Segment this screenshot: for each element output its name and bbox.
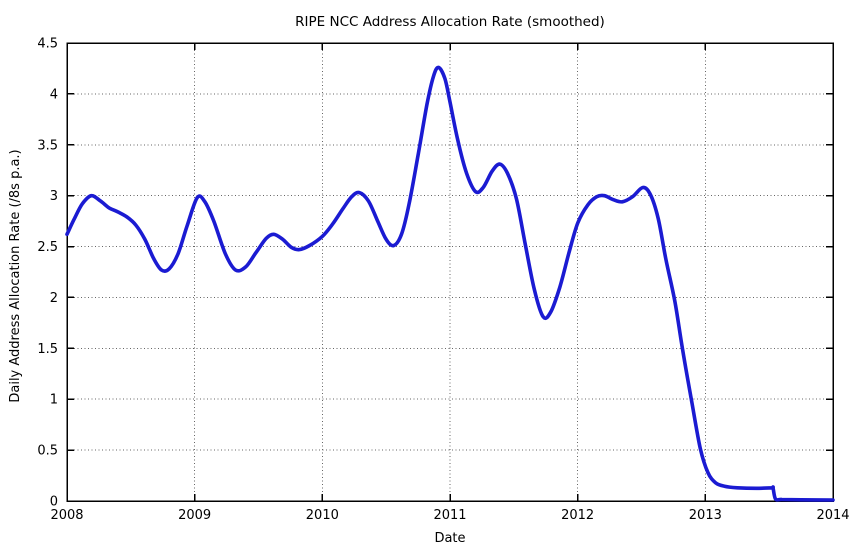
y-tick-label: 3 (50, 189, 58, 204)
gridlines (67, 43, 833, 501)
x-tick-label: 2008 (50, 508, 83, 523)
x-axis-title: Date (434, 531, 466, 546)
x-tick-label: 2010 (306, 508, 339, 523)
x-tick-label: 2014 (816, 508, 849, 523)
y-tick-label: 1 (50, 393, 58, 408)
x-tick-label: 2013 (689, 508, 722, 523)
data-curve (65, 65, 835, 502)
x-tick-label: 2012 (561, 508, 594, 523)
y-tick-label: 4.5 (37, 37, 58, 52)
y-tick-label: 3.5 (37, 138, 58, 153)
x-tick-label: 2009 (178, 508, 211, 523)
y-tick-label: 2 (50, 291, 58, 306)
chart-title: RIPE NCC Address Allocation Rate (smooth… (295, 14, 605, 30)
y-tick-labels: 0 0.5 1 1.5 2 2.5 3 3.5 4 4.5 (37, 37, 58, 510)
y-tick-label: 2.5 (37, 240, 58, 255)
y-tick-label: 0 (50, 495, 58, 510)
y-tick-label: 4 (50, 87, 58, 102)
y-tick-label: 0.5 (37, 444, 58, 459)
x-tick-label: 2011 (433, 508, 466, 523)
y-tick-label: 1.5 (37, 342, 58, 357)
x-tick-labels: 2008 2009 2010 2011 2012 2013 2014 (50, 508, 849, 523)
plot-border (66, 42, 834, 502)
y-axis-title-text: Daily Address Allocation Rate (/8s p.a.) (8, 149, 23, 403)
